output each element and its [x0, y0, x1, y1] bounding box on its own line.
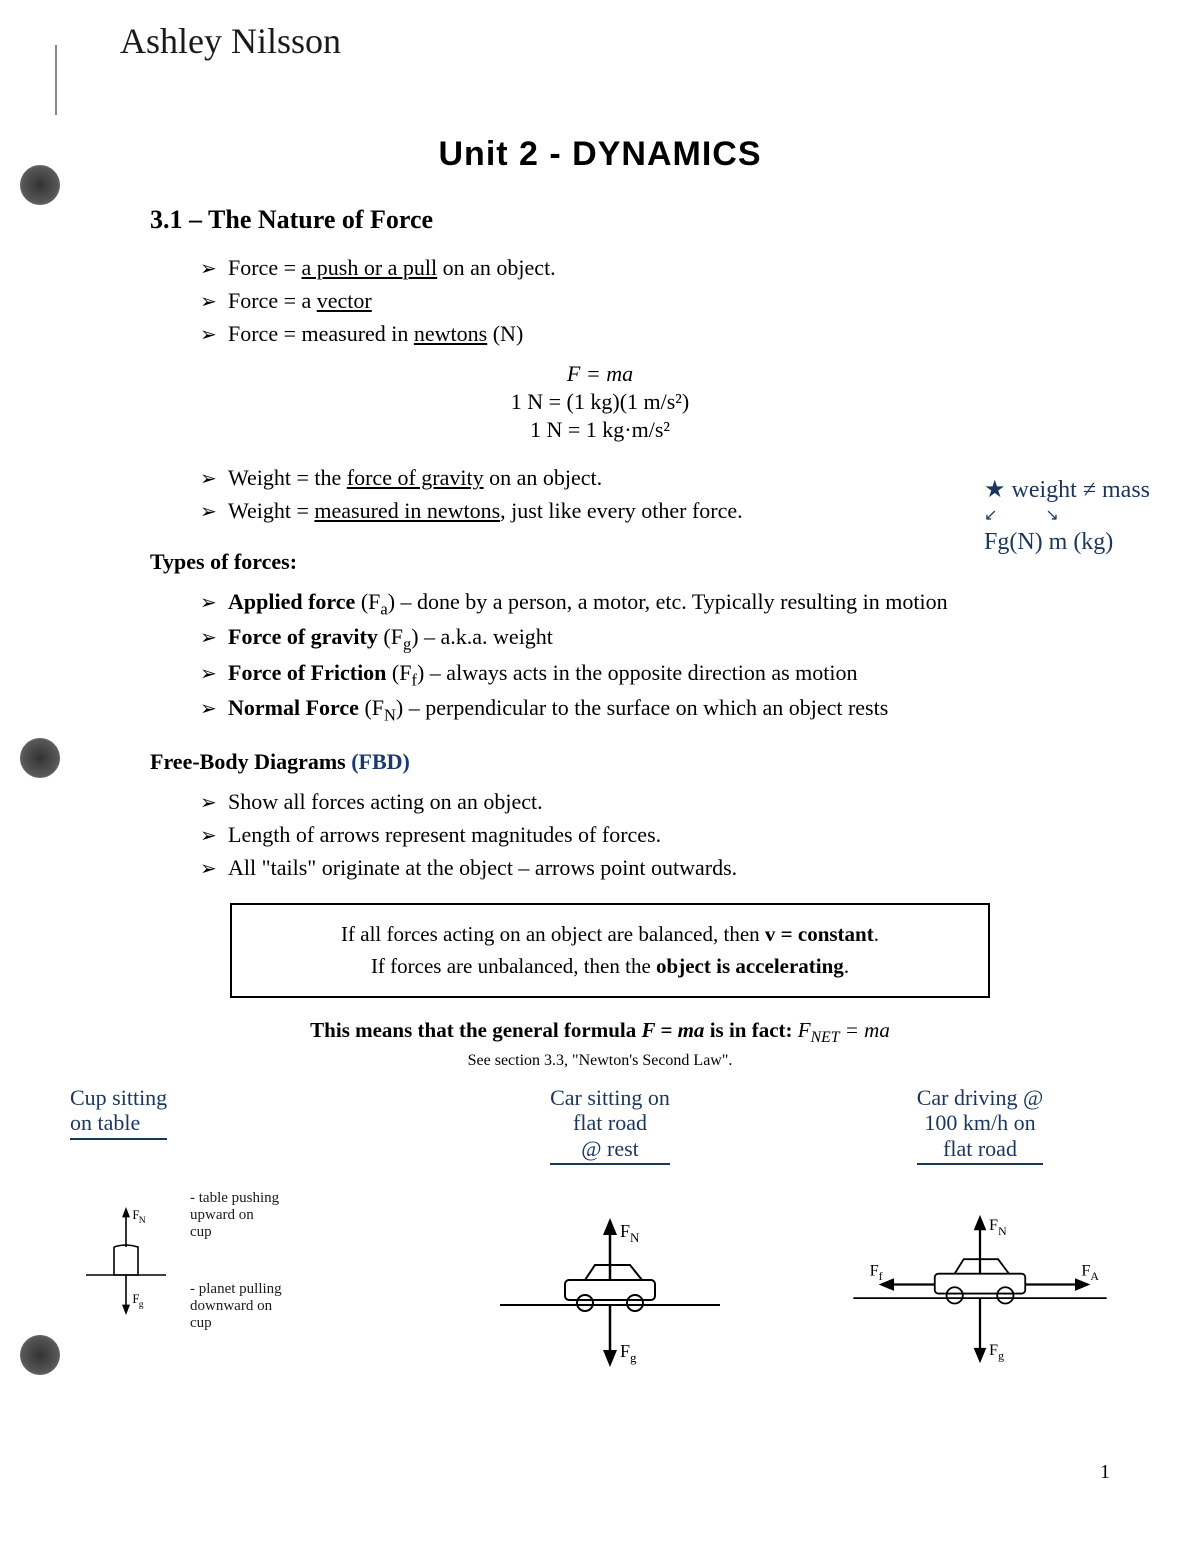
- diagram-title: Car sitting onflat road@ rest: [550, 1085, 670, 1165]
- bullet-icon: ➢: [200, 589, 228, 617]
- box-line: If all forces acting on an object are ba…: [252, 919, 968, 951]
- svg-text:f: f: [879, 1270, 883, 1283]
- fbd-abbrev: (FBD): [351, 749, 410, 774]
- svg-text:F: F: [870, 1260, 879, 1279]
- margin-note-line: ★ weight ≠ mass: [984, 475, 1150, 506]
- margin-note: ★ weight ≠ mass ↙ ↘ Fg(N) m (kg): [984, 475, 1150, 558]
- types-heading: Types of forces:: [150, 549, 1050, 575]
- bullet-icon: ➢: [200, 822, 228, 850]
- page-number: 1: [1100, 1461, 1110, 1484]
- force-types: ➢Applied force (Fa) – done by a person, …: [200, 587, 1050, 727]
- bullet-icon: ➢: [200, 321, 228, 349]
- weight-definitions: ➢Weight = the force of gravity on an obj…: [200, 463, 1050, 527]
- svg-text:g: g: [630, 1350, 637, 1365]
- equation: F = ma: [150, 361, 1050, 387]
- student-name: Ashley Nilsson: [120, 20, 341, 62]
- general-formula: This means that the general formula F = …: [210, 1018, 990, 1047]
- hole-punch: [20, 738, 60, 778]
- svg-text:F: F: [989, 1340, 998, 1359]
- fbd-diagrams: Cup sittingon table FN Fg - table pushin…: [70, 1085, 1150, 1380]
- diagram-car-driving: Car driving @100 km/h onflat road FN Fg …: [810, 1085, 1150, 1380]
- list-item: Weight = the force of gravity on an obje…: [228, 463, 602, 494]
- page-title: Unit 2 - DYNAMICS: [0, 135, 1200, 174]
- list-item: Force of Friction (Ff) – always acts in …: [228, 658, 858, 691]
- equation: 1 N = (1 kg)(1 m/s²): [150, 389, 1050, 415]
- diagram-title: Car driving @100 km/h onflat road: [917, 1085, 1044, 1165]
- force-definitions: ➢Force = a push or a pull on an object. …: [200, 253, 1050, 349]
- bullet-icon: ➢: [200, 624, 228, 652]
- svg-text:N: N: [630, 1230, 640, 1245]
- diagram-car-rest: Car sitting onflat road@ rest FN Fg: [440, 1085, 780, 1380]
- list-item: Weight = measured in newtons, just like …: [228, 496, 743, 527]
- diagram-cup: Cup sittingon table FN Fg - table pushin…: [70, 1085, 410, 1380]
- fbd-points: ➢Show all forces acting on an object. ➢L…: [200, 787, 1050, 883]
- equation: 1 N = 1 kg·m/s²: [150, 417, 1050, 443]
- diagram-title: Cup sittingon table: [70, 1085, 167, 1140]
- fbd-heading-text: Free-Body Diagrams: [150, 749, 346, 774]
- margin-line: [55, 45, 57, 115]
- bullet-icon: ➢: [200, 789, 228, 817]
- info-box: If all forces acting on an object are ba…: [230, 903, 990, 998]
- svg-text:F: F: [620, 1221, 630, 1241]
- diagram-note: - table pushingupward oncup - planet pul…: [190, 1190, 282, 1350]
- bullet-icon: ➢: [200, 660, 228, 688]
- car-driving-svg: FN Fg FA Ff: [810, 1185, 1150, 1375]
- equations-block: F = ma 1 N = (1 kg)(1 m/s²) 1 N = 1 kg·m…: [150, 361, 1050, 443]
- section-heading: 3.1 – The Nature of Force: [150, 205, 1050, 235]
- svg-text:N: N: [139, 1215, 146, 1226]
- list-item: Force of gravity (Fg) – a.k.a. weight: [228, 622, 553, 655]
- bullet-icon: ➢: [200, 288, 228, 316]
- svg-text:F: F: [620, 1341, 630, 1361]
- list-item: Length of arrows represent magnitudes of…: [228, 820, 661, 851]
- car-rest-svg: FN Fg: [440, 1185, 780, 1375]
- hole-punch: [20, 1335, 60, 1375]
- fbd-heading: Free-Body Diagrams (FBD): [150, 749, 1050, 775]
- svg-text:g: g: [139, 1299, 144, 1310]
- margin-note-line: Fg(N) m (kg): [984, 527, 1150, 558]
- bullet-icon: ➢: [200, 695, 228, 723]
- see-section: See section 3.3, "Newton's Second Law".: [150, 1052, 1050, 1070]
- svg-text:A: A: [1090, 1270, 1099, 1283]
- list-item: Applied force (Fa) – done by a person, a…: [228, 587, 948, 620]
- bullet-icon: ➢: [200, 855, 228, 883]
- cup-fbd-svg: FN Fg: [70, 1160, 190, 1350]
- svg-text:F: F: [989, 1215, 998, 1234]
- list-item: All "tails" originate at the object – ar…: [228, 853, 737, 884]
- list-item: Force = measured in newtons (N): [228, 319, 523, 350]
- list-item: Normal Force (FN) – perpendicular to the…: [228, 693, 888, 726]
- list-item: Show all forces acting on an object.: [228, 787, 543, 818]
- list-item: Force = a vector: [228, 286, 372, 317]
- box-line: If forces are unbalanced, then the objec…: [252, 951, 968, 983]
- bullet-icon: ➢: [200, 255, 228, 283]
- bullet-icon: ➢: [200, 465, 228, 493]
- svg-text:F: F: [1081, 1260, 1090, 1279]
- bullet-icon: ➢: [200, 498, 228, 526]
- content-area: 3.1 – The Nature of Force ➢Force = a pus…: [150, 205, 1050, 1090]
- list-item: Force = a push or a pull on an object.: [228, 253, 556, 284]
- svg-text:g: g: [998, 1350, 1004, 1363]
- svg-text:N: N: [998, 1225, 1007, 1238]
